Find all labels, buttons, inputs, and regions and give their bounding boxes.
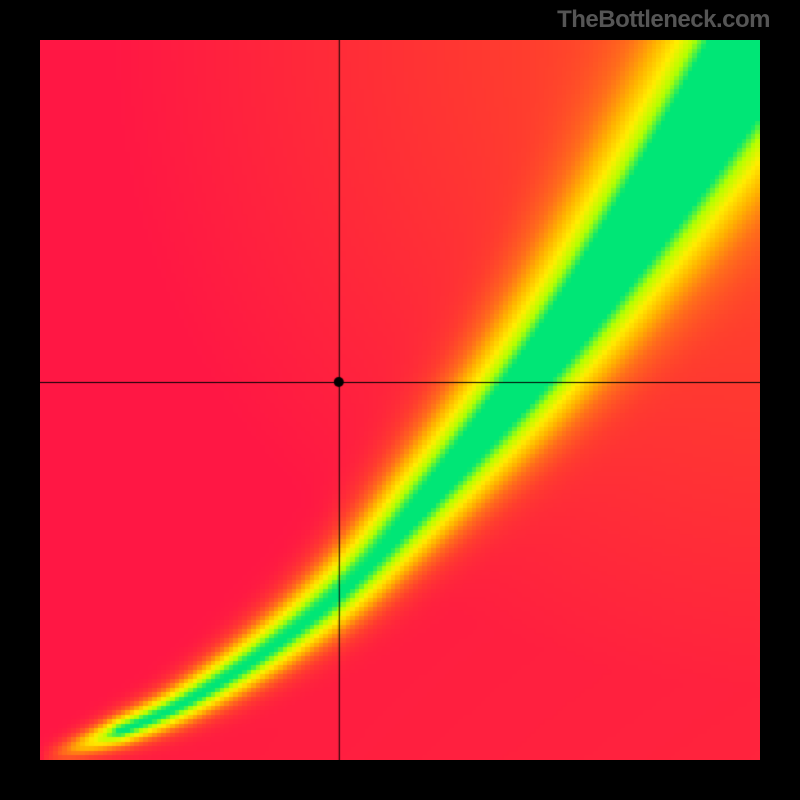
watermark-text: TheBottleneck.com — [557, 6, 770, 34]
chart-container: TheBottleneck.com — [0, 0, 800, 800]
heatmap-canvas — [40, 40, 760, 760]
